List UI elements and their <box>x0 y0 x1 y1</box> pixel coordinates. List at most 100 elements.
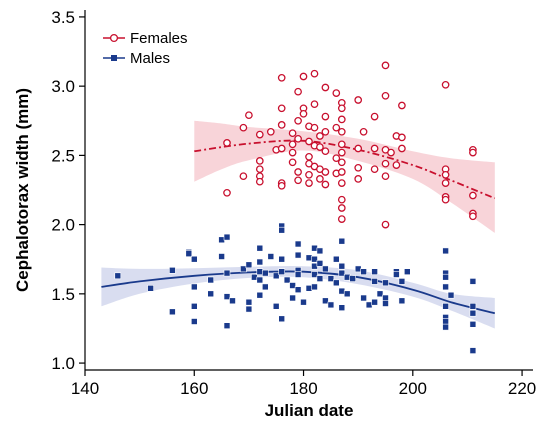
males-point <box>338 269 346 277</box>
males-point <box>338 287 346 295</box>
males-point <box>376 290 384 298</box>
females-point <box>337 104 346 113</box>
females-point <box>266 127 275 136</box>
males-point <box>169 308 176 316</box>
males-point <box>382 300 389 307</box>
females-point <box>381 172 390 181</box>
males-point <box>311 271 318 278</box>
females-legend-marker <box>109 33 119 43</box>
females-point <box>321 83 330 92</box>
females-legend-label: Females <box>130 30 188 47</box>
females-point <box>239 172 248 181</box>
males-point <box>332 255 340 263</box>
males-point <box>469 347 477 354</box>
females-point <box>316 143 324 151</box>
males-point <box>223 269 231 277</box>
females-point <box>277 181 286 190</box>
males-point <box>294 251 302 259</box>
males-point <box>289 294 296 302</box>
males-point <box>371 278 378 285</box>
males-point <box>360 294 367 302</box>
females-point <box>441 80 450 89</box>
females-point <box>381 61 390 70</box>
females-point <box>337 140 346 149</box>
females-point <box>398 133 406 142</box>
females-point <box>337 168 346 176</box>
females-point <box>441 170 450 179</box>
males-point <box>393 271 400 278</box>
females-point <box>354 175 363 183</box>
males-point <box>343 290 351 298</box>
females-point <box>321 127 330 136</box>
females-point <box>337 195 346 204</box>
females-point <box>359 127 368 136</box>
males-point <box>256 276 264 284</box>
males-point <box>305 254 313 262</box>
males-point <box>261 269 269 277</box>
y-tick-label: 1.0 <box>51 354 75 373</box>
y-tick-label: 2.0 <box>51 216 75 235</box>
males-point <box>316 260 324 267</box>
females-point <box>288 158 297 167</box>
females-point <box>310 123 319 132</box>
females-point <box>370 112 379 121</box>
males-point <box>245 261 253 269</box>
males-legend-marker <box>111 55 117 61</box>
females-point <box>337 115 346 124</box>
males-point <box>278 255 286 263</box>
females-point <box>294 116 302 125</box>
females-point <box>316 175 324 183</box>
males-point <box>185 250 193 257</box>
females-point <box>316 132 324 140</box>
males-point <box>261 283 269 291</box>
y-tick-label: 2.5 <box>51 146 75 165</box>
males-point <box>256 244 264 252</box>
females-point <box>392 161 401 169</box>
females-point <box>294 87 302 96</box>
females-point <box>294 176 302 185</box>
males-point <box>349 275 357 282</box>
females-point <box>398 144 406 153</box>
females-point <box>469 148 477 157</box>
males-point <box>147 284 154 292</box>
females-point <box>354 96 363 104</box>
females-point <box>305 152 313 161</box>
confidence-bands <box>101 120 495 329</box>
females-point <box>332 154 341 163</box>
females-point <box>321 112 330 121</box>
males-point <box>278 315 286 323</box>
y-tick-label: 1.5 <box>51 285 75 304</box>
females-point <box>337 148 346 157</box>
females-point <box>321 168 330 176</box>
males-point <box>311 283 318 291</box>
males-point <box>442 247 449 255</box>
females-point <box>305 170 313 179</box>
females-point <box>337 215 346 223</box>
males-point <box>398 278 406 285</box>
males-point <box>311 255 318 263</box>
females-point <box>299 109 308 118</box>
males-point <box>382 279 389 287</box>
males-point <box>272 302 280 310</box>
males-point <box>442 323 449 331</box>
males-point <box>169 266 176 274</box>
males-point <box>245 305 253 313</box>
males-point <box>403 268 411 276</box>
males-legend-label: Males <box>130 50 170 67</box>
males-point <box>223 293 231 300</box>
females-point <box>277 104 286 113</box>
males-point <box>283 276 291 284</box>
males-point <box>338 262 346 270</box>
females-point <box>441 179 450 187</box>
males-point <box>240 265 247 273</box>
legend: Females Males <box>103 30 188 67</box>
males-point <box>442 283 449 291</box>
males-point <box>316 247 324 255</box>
males-point <box>469 320 477 328</box>
males-point <box>267 253 275 260</box>
x-axis-title: Julian date <box>265 401 354 420</box>
males-point <box>223 322 231 330</box>
males-point <box>207 290 214 298</box>
females-point <box>288 129 297 138</box>
males-fit-line <box>101 270 496 315</box>
